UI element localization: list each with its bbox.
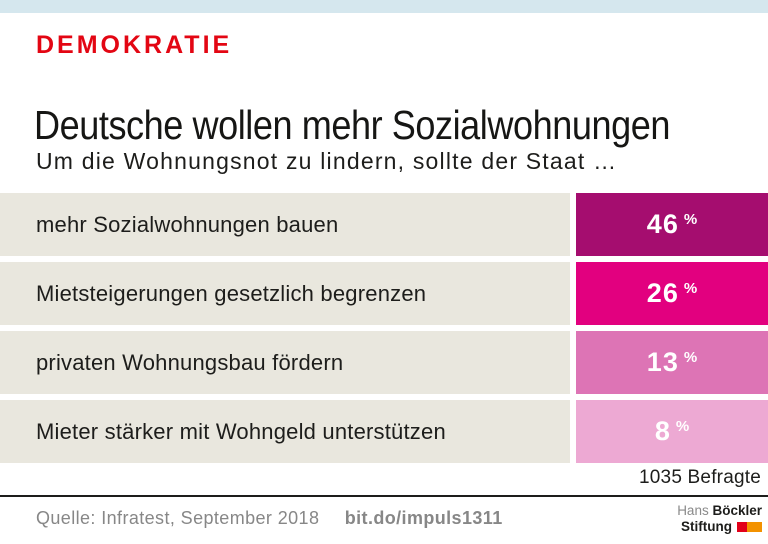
hbs-logo: Hans Böckler Stiftung [677, 503, 762, 535]
value-number: 26 [646, 278, 679, 308]
row-label: Mietsteigerungen gesetzlich begrenzen [0, 262, 570, 325]
logo-boeckler: Böckler [712, 503, 762, 518]
chart-row: Mietsteigerungen gesetzlich begrenzen 26… [0, 262, 768, 325]
kicker: DEMOKRATIE [36, 31, 233, 59]
logo-mark-icon [737, 522, 762, 532]
logo-line-1: Hans Böckler [677, 503, 762, 519]
chart-row: mehr Sozialwohnungen bauen 46 % [0, 193, 768, 256]
logo-line-2: Stiftung [677, 519, 762, 535]
value-unit: % [683, 211, 698, 228]
chart: mehr Sozialwohnungen bauen 46 % Mietstei… [0, 193, 768, 463]
logo-mark-orange [747, 522, 762, 532]
logo-hans: Hans [677, 503, 709, 518]
page-title: Deutsche wollen mehr Sozialwohnungen [34, 102, 671, 149]
value-number: 46 [646, 209, 679, 239]
value-unit: % [675, 418, 690, 435]
row-value-bar: 46 % [576, 193, 768, 256]
top-accent-bar [0, 0, 768, 13]
chart-question: Um die Wohnungsnot zu lindern, sollte de… [36, 148, 618, 174]
logo-stiftung: Stiftung [681, 519, 732, 534]
logo-mark-red [737, 522, 747, 532]
row-label: Mieter stärker mit Wohngeld unterstützen [0, 400, 570, 463]
value-label: 8 % [655, 418, 689, 445]
row-label: privaten Wohnungsbau fördern [0, 331, 570, 394]
value-unit: % [683, 280, 698, 297]
chart-row: privaten Wohnungsbau fördern 13 % [0, 331, 768, 394]
value-label: 46 % [647, 211, 697, 238]
value-label: 26 % [647, 280, 697, 307]
row-value-bar: 26 % [576, 262, 768, 325]
chart-row: Mieter stärker mit Wohngeld unterstützen… [0, 400, 768, 463]
footer-source-line: Quelle: Infratest, September 2018 bit.do… [36, 508, 503, 529]
source-text: Quelle: Infratest, September 2018 [36, 508, 320, 528]
row-value-bar: 13 % [576, 331, 768, 394]
short-link[interactable]: bit.do/impuls1311 [344, 508, 503, 528]
value-number: 8 [654, 416, 671, 446]
value-label: 13 % [647, 349, 697, 376]
value-unit: % [683, 349, 698, 366]
sample-size-note: 1035 Befragte [639, 467, 761, 488]
footer-divider [0, 495, 768, 497]
value-number: 13 [646, 347, 679, 377]
row-label: mehr Sozialwohnungen bauen [0, 193, 570, 256]
row-value-bar: 8 % [576, 400, 768, 463]
